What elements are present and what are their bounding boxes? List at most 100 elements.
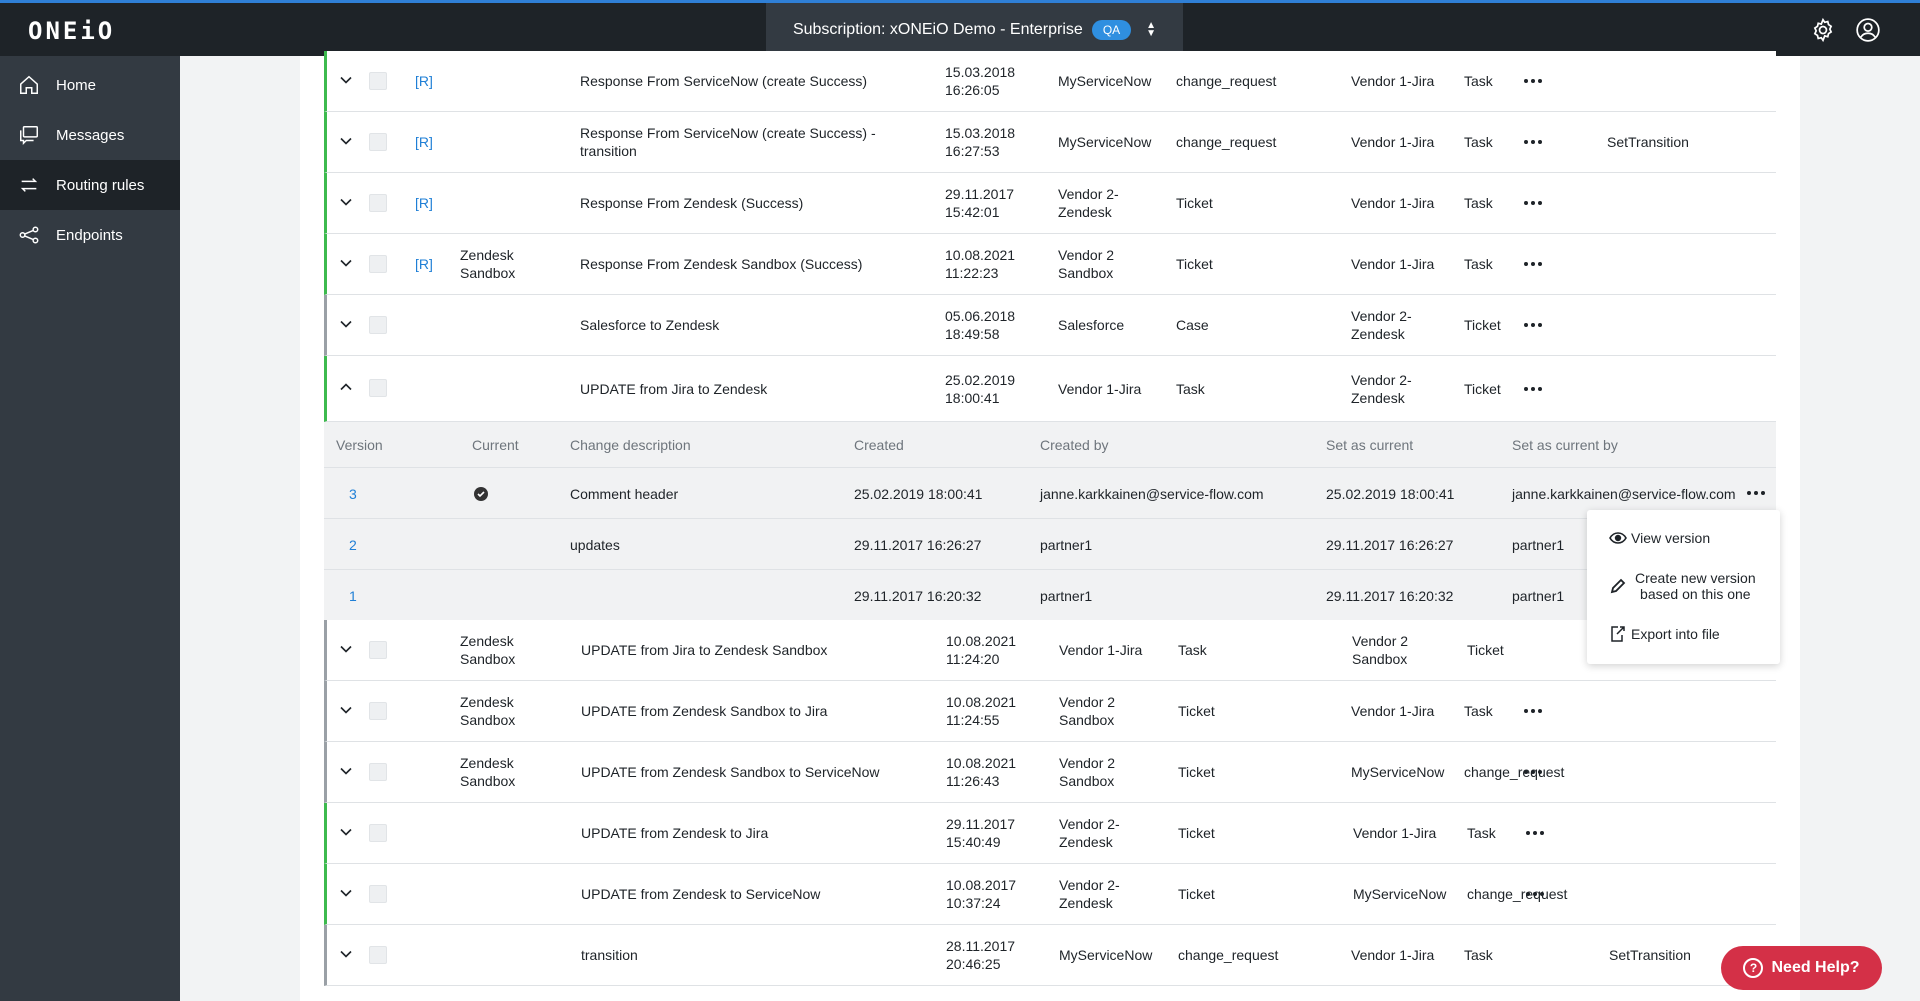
row-actions-menu-icon[interactable]: [1521, 132, 1545, 152]
change-description: updates: [570, 536, 620, 553]
oneio-logo[interactable]: ONEiO: [28, 17, 116, 45]
need-help-button[interactable]: ? Need Help?: [1721, 946, 1882, 990]
row-checkbox[interactable]: [369, 379, 387, 397]
table-row[interactable]: [R] Response From ServiceNow (create Suc…: [324, 112, 1776, 173]
table-row[interactable]: UPDATE from Zendesk to Jira 29.11.2017 1…: [324, 803, 1776, 864]
target-endpoint-continued: Zendesk: [1351, 326, 1405, 342]
rule-time: 18:00:41: [945, 390, 1000, 406]
version-row[interactable]: 1 29.11.2017 16:20:32 partner1 29.11.201…: [324, 570, 1776, 621]
rule-name[interactable]: UPDATE from Zendesk to Jira: [581, 825, 769, 841]
version-row[interactable]: 2 updates 29.11.2017 16:26:27 partner1 2…: [324, 519, 1776, 570]
table-row[interactable]: transition 28.11.2017 20:46:25 MyService…: [324, 925, 1776, 986]
chevron-down-icon[interactable]: [339, 134, 353, 148]
row-actions-menu-icon[interactable]: [1521, 71, 1545, 91]
rule-group: Zendesk: [460, 247, 514, 263]
rule-date: 15.03.2018: [945, 125, 1016, 141]
rule-name[interactable]: transition: [581, 947, 638, 963]
sidebar-item-endpoints[interactable]: Endpoints: [0, 210, 180, 260]
table-row[interactable]: [R] Zendesk Sandbox Response From Zendes…: [324, 234, 1776, 295]
rule-name[interactable]: UPDATE from Zendesk Sandbox to Jira: [581, 703, 828, 719]
row-checkbox[interactable]: [369, 194, 387, 212]
user-account-icon[interactable]: [1855, 17, 1881, 43]
row-checkbox[interactable]: [369, 885, 387, 903]
chevron-down-icon[interactable]: [339, 764, 353, 778]
table-row[interactable]: UPDATE from Zendesk to ServiceNow 10.08.…: [324, 864, 1776, 925]
table-row-expanded[interactable]: UPDATE from Jira to Zendesk 25.02.2019 1…: [324, 356, 1776, 422]
table-row[interactable]: Zendesk Sandbox UPDATE from Zendesk Sand…: [324, 742, 1776, 803]
version-number-link[interactable]: 3: [349, 485, 357, 502]
endpoints-icon: [19, 226, 39, 244]
rule-date: 10.08.2021: [946, 633, 1017, 649]
row-checkbox[interactable]: [369, 824, 387, 842]
chevron-down-icon[interactable]: [339, 825, 353, 839]
row-actions-menu-icon[interactable]: [1521, 701, 1545, 721]
version-row[interactable]: 3 Comment header 25.02.2019 18:00:41 jan…: [324, 468, 1776, 519]
chevron-up-icon[interactable]: [339, 380, 353, 394]
row-actions-menu-icon[interactable]: [1521, 193, 1545, 213]
rule-name[interactable]: UPDATE from Zendesk Sandbox to ServiceNo…: [581, 764, 880, 780]
sidebar-item-messages[interactable]: Messages: [0, 110, 180, 160]
row-actions-menu-icon[interactable]: [1521, 762, 1545, 782]
transition-name: SetTransition: [1609, 947, 1691, 963]
sidebar-item-label: Home: [56, 76, 97, 94]
version-number-link[interactable]: 1: [349, 587, 357, 604]
rule-name[interactable]: Salesforce to Zendesk: [580, 317, 720, 333]
row-checkbox[interactable]: [369, 255, 387, 273]
row-actions-menu-icon[interactable]: [1523, 823, 1547, 843]
rule-name[interactable]: UPDATE from Zendesk to ServiceNow: [581, 886, 821, 902]
row-checkbox[interactable]: [369, 72, 387, 90]
view-version-menu-item[interactable]: View version: [1609, 530, 1710, 546]
row-checkbox[interactable]: [369, 702, 387, 720]
rule-name[interactable]: Response From ServiceNow (create Success…: [580, 73, 868, 89]
target-type: change_request: [1467, 886, 1568, 902]
version-actions-menu-icon[interactable]: [1744, 483, 1768, 503]
response-tag[interactable]: [R]: [415, 195, 433, 211]
create-new-version-menu-item[interactable]: Create new version based on this one: [1609, 570, 1756, 602]
sidebar-item-routing-rules[interactable]: Routing rules: [0, 160, 180, 210]
source-type: Ticket: [1176, 195, 1213, 211]
target-endpoint: Vendor 2-: [1351, 308, 1412, 324]
row-checkbox[interactable]: [369, 763, 387, 781]
table-row[interactable]: [R] Response From ServiceNow (create Suc…: [324, 51, 1776, 112]
chevron-down-icon[interactable]: [339, 703, 353, 717]
rule-name[interactable]: UPDATE from Jira to Zendesk Sandbox: [581, 642, 828, 658]
response-tag[interactable]: [R]: [415, 256, 433, 272]
table-row[interactable]: Zendesk Sandbox UPDATE from Zendesk Sand…: [324, 681, 1776, 742]
chevron-down-icon[interactable]: [339, 642, 353, 656]
source-endpoint-continued: Sandbox: [1059, 712, 1115, 728]
create-new-version-label-continued: based on this one: [1640, 586, 1751, 602]
rule-name[interactable]: UPDATE from Jira to Zendesk: [580, 381, 768, 397]
sidebar-item-home[interactable]: Home: [0, 60, 180, 110]
table-row[interactable]: Salesforce to Zendesk 05.06.2018 18:49:5…: [324, 295, 1776, 356]
rule-name[interactable]: Response From ServiceNow (create Success…: [580, 125, 876, 141]
chevron-down-icon[interactable]: [339, 256, 353, 270]
row-actions-menu-icon[interactable]: [1521, 254, 1545, 274]
chevron-down-icon[interactable]: [339, 947, 353, 961]
chevron-down-icon[interactable]: [339, 73, 353, 87]
rule-time: 20:46:25: [946, 956, 1001, 972]
row-checkbox[interactable]: [369, 946, 387, 964]
chevron-down-icon[interactable]: [339, 195, 353, 209]
row-checkbox[interactable]: [369, 316, 387, 334]
subscription-selector[interactable]: Subscription: xONEiO Demo - Enterprise Q…: [766, 3, 1183, 56]
row-actions-menu-icon[interactable]: [1523, 884, 1547, 904]
settings-gear-icon[interactable]: [1810, 17, 1836, 43]
row-actions-menu-icon[interactable]: [1521, 315, 1545, 335]
row-checkbox[interactable]: [369, 641, 387, 659]
rule-name[interactable]: Response From Zendesk Sandbox (Success): [580, 256, 863, 272]
chevron-down-icon[interactable]: [339, 317, 353, 331]
table-row[interactable]: Zendesk Sandbox UPDATE from Jira to Zend…: [324, 620, 1776, 681]
rule-name[interactable]: Response From Zendesk (Success): [580, 195, 804, 211]
row-actions-menu-icon[interactable]: [1521, 379, 1545, 399]
source-endpoint: MyServiceNow: [1059, 947, 1153, 963]
chevron-down-icon[interactable]: [339, 886, 353, 900]
export-into-file-menu-item[interactable]: Export into file: [1609, 626, 1720, 642]
version-number-link[interactable]: 2: [349, 536, 357, 553]
table-row[interactable]: [R] Response From Zendesk (Success) 29.1…: [324, 173, 1776, 234]
pencil-icon: [1610, 578, 1626, 594]
source-endpoint-continued: Sandbox: [1058, 265, 1114, 281]
row-checkbox[interactable]: [369, 133, 387, 151]
response-tag[interactable]: [R]: [415, 73, 433, 89]
response-tag[interactable]: [R]: [415, 134, 433, 150]
rule-name-continued[interactable]: transition: [580, 143, 637, 159]
